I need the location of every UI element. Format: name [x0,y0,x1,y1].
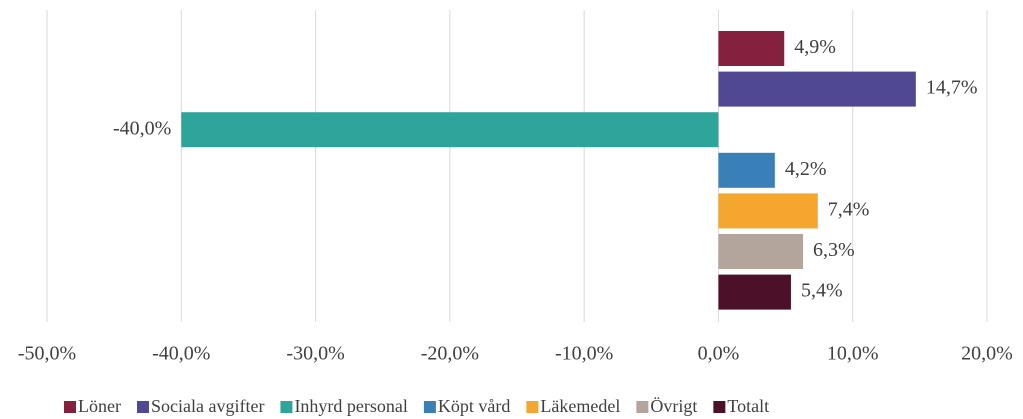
x-tick-label: -20,0% [421,343,479,365]
legend-label: Övrigt [650,396,697,416]
x-tick-label: 0,0% [698,343,740,365]
x-tick-label: 10,0% [827,343,879,365]
value-label: 14,7% [926,77,978,99]
legend-label: Läkemedel [540,396,620,416]
legend-label: Totalt [727,396,769,416]
bar [181,112,719,148]
bar [718,152,775,188]
legend-swatch [636,401,649,413]
legend-swatch [423,401,436,413]
legend-swatch [280,401,293,413]
x-tick-label: -50,0% [18,343,76,365]
x-tick-label: -40,0% [152,343,210,365]
bar [718,31,785,66]
legend-swatch [64,401,76,413]
bar [718,71,916,107]
x-tick-label: 20,0% [961,343,1013,365]
value-label: -40,0% [113,117,171,139]
legend-label: Löner [78,396,121,416]
x-tick-label: -30,0% [286,343,344,365]
legend-swatch [136,401,149,413]
bar [718,234,804,269]
legend-swatch [526,401,539,413]
legend-label: Sociala avgifter [151,396,264,416]
value-label: 7,4% [828,198,870,220]
bar [718,274,791,310]
value-label: 4,2% [785,158,827,180]
bar [718,193,818,229]
x-tick-label: -10,0% [555,343,613,365]
legend-swatch [713,401,726,413]
legend-label: Inhyrd personal [294,396,407,416]
legend: Löner Sociala avgifter Inhyrd personal Köpt… [64,396,769,416]
legend-label: Köpt vård [438,396,510,416]
value-label: 4,9% [794,36,836,58]
value-label: 6,3% [813,239,855,261]
value-label: 5,4% [801,280,843,302]
